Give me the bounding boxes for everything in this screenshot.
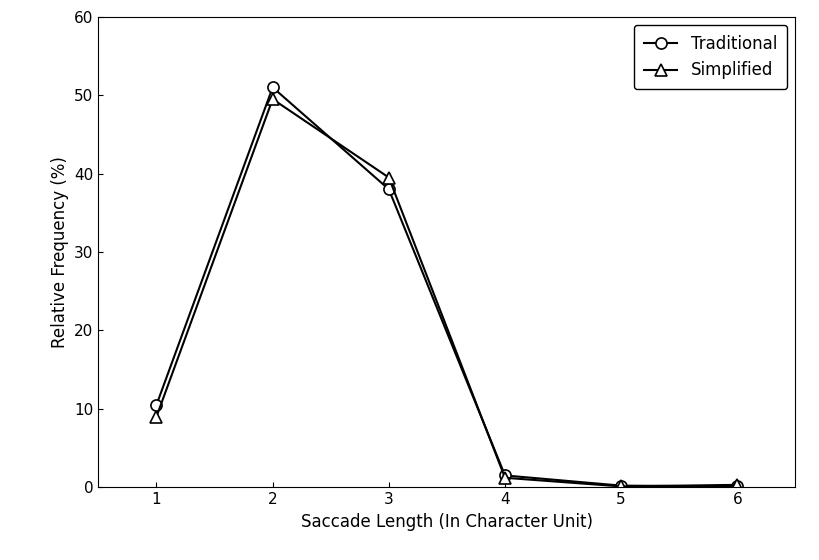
Y-axis label: Relative Frequency (%): Relative Frequency (%)	[51, 156, 69, 348]
Traditional	[500, 472, 509, 479]
Simplified	[500, 474, 509, 481]
Line: Traditional: Traditional	[151, 82, 742, 492]
Traditional	[383, 186, 393, 193]
Simplified	[267, 96, 277, 102]
Line: Simplified: Simplified	[151, 94, 742, 492]
Simplified	[152, 413, 161, 420]
Simplified	[731, 482, 741, 488]
Traditional	[616, 482, 626, 489]
Simplified	[383, 174, 393, 181]
Legend: Traditional, Simplified: Traditional, Simplified	[633, 25, 786, 90]
X-axis label: Saccade Length (In Character Unit): Saccade Length (In Character Unit)	[301, 512, 592, 531]
Simplified	[616, 483, 626, 490]
Traditional	[152, 402, 161, 408]
Traditional	[731, 483, 741, 490]
Traditional	[267, 84, 277, 91]
